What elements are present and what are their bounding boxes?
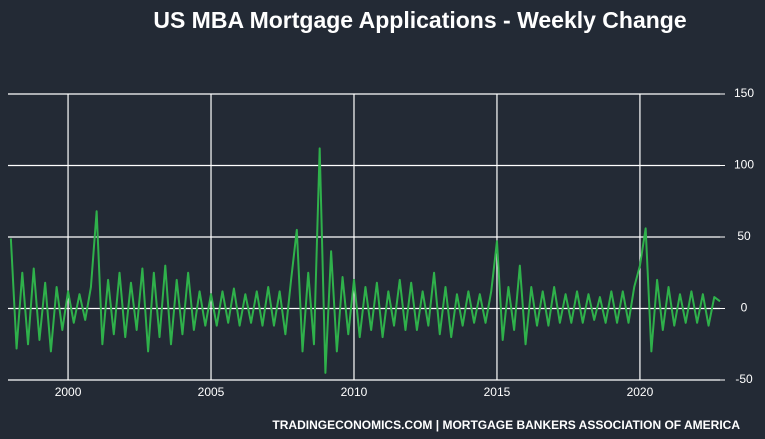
x-tick-label: 2010 — [341, 385, 368, 399]
x-tick-label: 2020 — [627, 385, 654, 399]
y-tick-label: 100 — [734, 158, 754, 172]
y-tick-label: 0 — [741, 301, 748, 315]
data-line — [9, 147, 721, 374]
x-tick-label: 2015 — [484, 385, 511, 399]
y-tick-label: 50 — [737, 229, 751, 243]
x-tick-label: 2005 — [198, 385, 225, 399]
y-tick-label: 150 — [734, 86, 754, 100]
x-tick-label: 2000 — [55, 385, 82, 399]
chart-title: US MBA Mortgage Applications - Weekly Ch… — [153, 7, 686, 33]
source: TRADINGECONOMICS.COM | MORTGAGE BANKERS … — [272, 418, 740, 432]
y-tick-label: -50 — [735, 372, 753, 386]
